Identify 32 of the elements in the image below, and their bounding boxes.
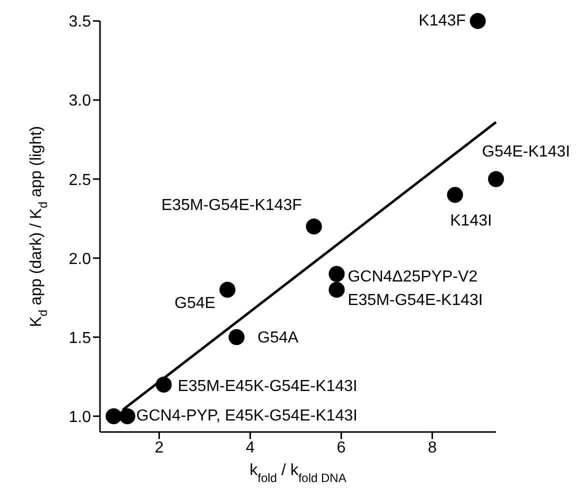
annotation: GCN4Δ25PYP-V2 [348, 268, 478, 286]
point [119, 408, 136, 424]
point [219, 282, 236, 298]
y-tick-label: 2.5 [68, 172, 92, 189]
annotation: G54A [258, 330, 299, 347]
point [447, 186, 464, 203]
x-tick-label: 4 [246, 439, 255, 456]
x-axis-title: k$_{fold}$ / k$_{fold DNA}$ [250, 462, 346, 485]
x-tick-label: 6 [336, 439, 346, 456]
annotation: K143I [450, 212, 492, 230]
point [328, 282, 345, 298]
y-tick-label: 2.0 [68, 250, 92, 268]
annotation: K143F [418, 12, 466, 30]
y-tick-label: 1.0 [68, 408, 92, 426]
y-tick-label: 3.0 [68, 92, 92, 110]
y-tick-label: 3.5 [68, 14, 92, 31]
annotation: E35M-G54E-K143F [161, 197, 302, 214]
annotation: GCN4-PYP, E45K-G54E-K143I [136, 408, 358, 425]
annotation: E35M-G54E-K143I [348, 292, 483, 310]
point [156, 376, 172, 393]
y-tick-label: 1.5 [68, 330, 92, 347]
annotation: E35M-E45K-G54E-K143I [178, 378, 358, 396]
annotation: G54E-K143I [482, 144, 570, 161]
point [306, 218, 322, 234]
point [228, 329, 245, 346]
annotation: G54E [174, 295, 216, 312]
point [106, 408, 122, 424]
point [328, 266, 345, 282]
point [470, 13, 486, 29]
point [488, 171, 504, 188]
x-tick-label: 2 [154, 439, 164, 456]
x-tick-label: 8 [428, 439, 437, 456]
